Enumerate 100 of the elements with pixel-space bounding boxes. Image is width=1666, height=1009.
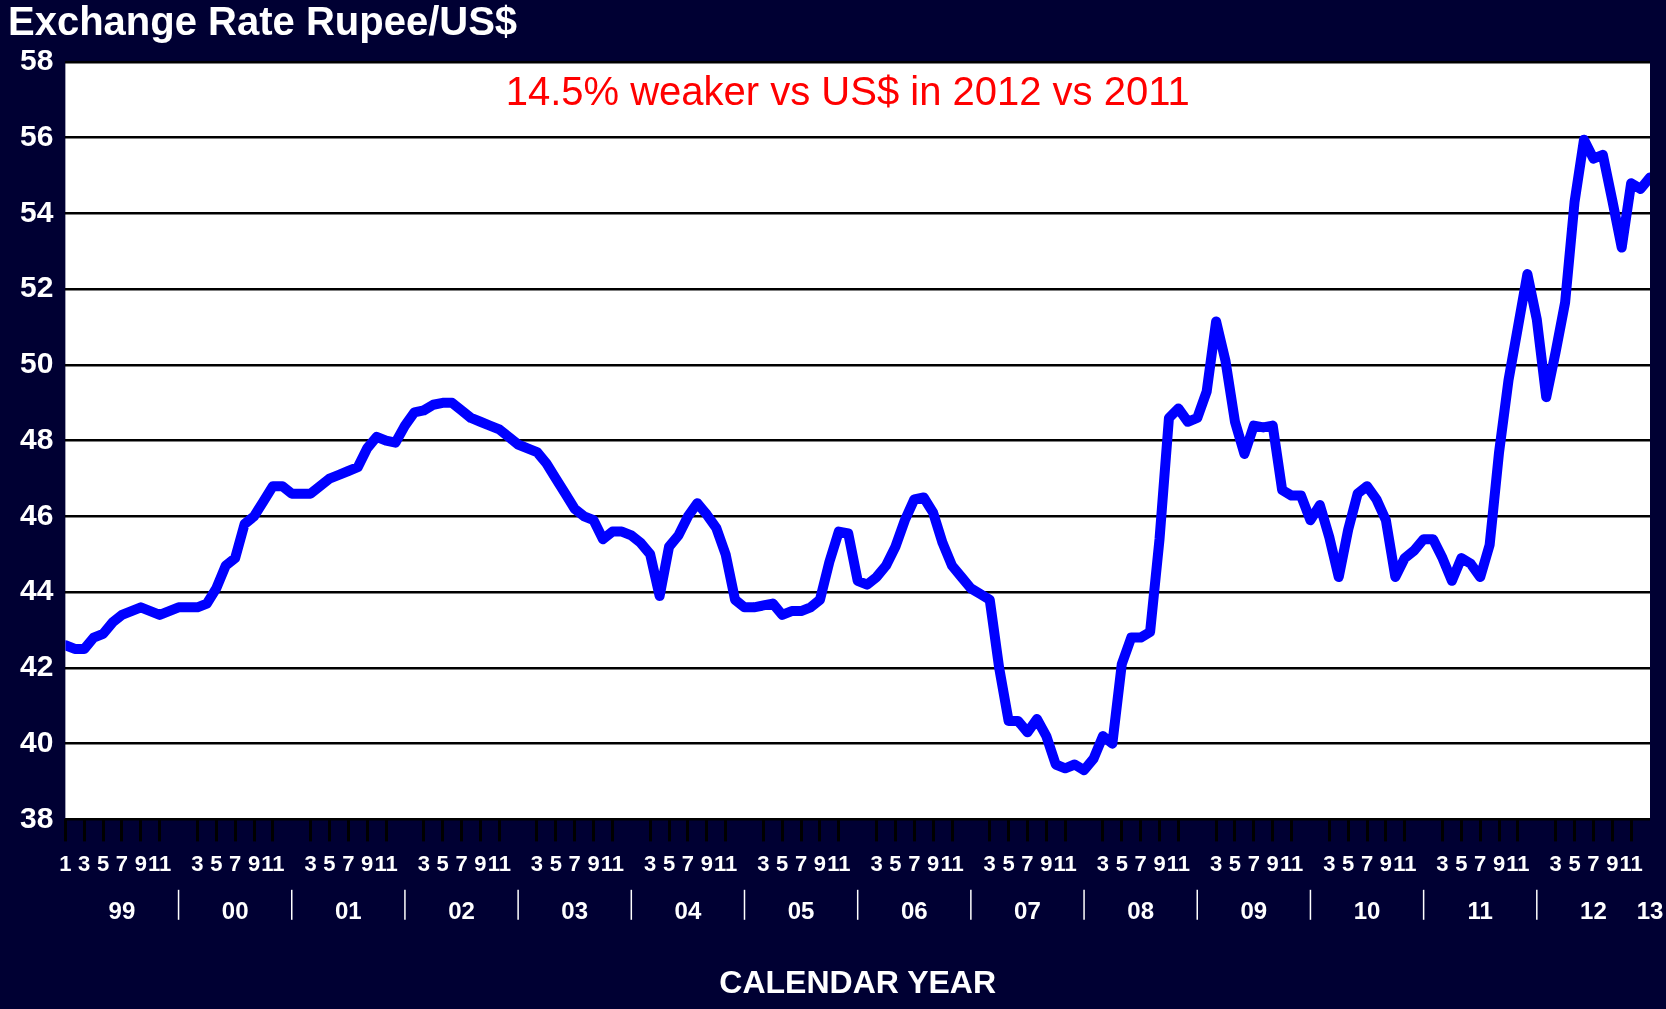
x-tick-label: 11 [374, 850, 398, 876]
annotation: 14.5% weaker vs US$ in 2012 vs 2011 [505, 69, 1190, 114]
x-tick-label: 11 [940, 850, 964, 876]
x-tick-label: 9 [1492, 850, 1506, 876]
x-tick-label: 7 [908, 850, 921, 876]
x-tick-label: 9 [1153, 850, 1166, 876]
x-tick-label: 3 [983, 850, 996, 876]
x-tick-label: 7 [342, 850, 355, 876]
x2-tick-label: 04 [674, 896, 702, 924]
x-tick-label: 11 [1279, 850, 1304, 876]
x-tick-label: 11 [827, 850, 851, 876]
x-tick-label: 11 [261, 850, 285, 876]
x2-tick-label: 12 [1580, 896, 1607, 924]
x-tick-label: 5 [1342, 850, 1355, 876]
x-tick-label: 7 [1247, 850, 1260, 876]
x-tick-label: 7 [1474, 850, 1487, 876]
x-tick-label: 3 [78, 850, 91, 876]
y-tick-label: 46 [19, 497, 54, 531]
x-tick-label: 5 [1228, 850, 1242, 876]
y-tick-label: 52 [19, 270, 54, 304]
x-tick-label: 9 [134, 850, 147, 876]
x-tick-label: 7 [794, 850, 808, 876]
x-tick-label: 11 [714, 850, 738, 876]
x-tick-label: 5 [889, 850, 902, 876]
x-tick-label: 9 [1379, 850, 1393, 876]
x-tick-label: 3 [1323, 850, 1336, 876]
x-tick-label: 7 [1134, 850, 1147, 876]
x-tick-label: 5 [323, 850, 336, 876]
x-tick-label: 7 [568, 850, 581, 876]
x-tick-label: 3 [644, 850, 657, 876]
x-tick-label: 11 [148, 850, 172, 876]
x2-tick-label: 01 [334, 896, 362, 924]
y-tick-label: 38 [19, 800, 54, 834]
x-tick-label: 7 [229, 850, 242, 876]
x-tick-label: 11 [600, 850, 625, 876]
y-tick-label: 40 [19, 724, 54, 758]
x-tick-label: 5 [96, 850, 110, 876]
x-tick-label: 5 [662, 850, 676, 876]
x2-tick-label: 13 [1636, 896, 1664, 924]
x-tick-label: 1 [59, 850, 72, 876]
x-tick-label: 5 [1568, 850, 1581, 876]
x-tick-label: 5 [776, 850, 789, 876]
x-tick-label: 9 [1266, 850, 1279, 876]
y-tick-label: 54 [19, 194, 54, 228]
x-tick-label: 9 [1606, 850, 1619, 876]
x-tick-label: 5 [549, 850, 562, 876]
x-tick-label: 9 [1040, 850, 1053, 876]
x2-tick-label: 08 [1127, 896, 1155, 924]
x-tick-label: 5 [210, 850, 223, 876]
x-tick-label: 3 [304, 850, 317, 876]
y-tick-label: 48 [19, 421, 54, 455]
x-tick-label: 9 [474, 850, 487, 876]
x-tick-label: 11 [1619, 850, 1643, 876]
y-tick-label: 42 [19, 649, 54, 683]
x-tick-label: 7 [1021, 850, 1034, 876]
x-tick-label: 9 [700, 850, 713, 876]
x2-tick-label: 09 [1240, 896, 1268, 924]
x-tick-label: 3 [417, 850, 430, 876]
y-tick-label: 44 [19, 573, 54, 607]
x-tick-label: 3 [1436, 850, 1449, 876]
x-tick-label: 9 [927, 850, 940, 876]
x-tick-label: 9 [247, 850, 261, 876]
x-tick-label: 11 [1053, 850, 1077, 876]
x2-tick-label: 11 [1467, 896, 1493, 924]
x-tick-label: 11 [1166, 850, 1191, 876]
y-tick-label: 56 [19, 119, 54, 153]
x2-tick-label: 06 [900, 896, 928, 924]
x-tick-label: 7 [1360, 850, 1374, 876]
x-tick-label: 5 [436, 850, 449, 876]
x-axis-title: CALENDAR YEAR [719, 963, 997, 1000]
x-tick-label: 3 [1096, 850, 1110, 876]
x-tick-label: 11 [1506, 850, 1530, 876]
x-tick-label: 7 [115, 850, 129, 876]
x-tick-label: 3 [1549, 850, 1562, 876]
x-tick-label: 7 [1587, 850, 1600, 876]
x2-tick-label: 05 [787, 896, 815, 924]
x-tick-label: 3 [530, 850, 544, 876]
x-tick-label: 11 [487, 850, 511, 876]
x2-tick-label: 00 [221, 896, 249, 924]
x-tick-label: 11 [1393, 850, 1417, 876]
x-tick-label: 9 [587, 850, 600, 876]
y-tick-label: 50 [19, 346, 54, 380]
x2-tick-label: 07 [1014, 896, 1041, 924]
x-tick-label: 3 [191, 850, 204, 876]
x2-tick-label: 03 [561, 896, 589, 924]
x-tick-label: 3 [757, 850, 770, 876]
chart-title: Exchange Rate Rupee/US$ [8, 0, 518, 44]
x-tick-label: 7 [455, 850, 468, 876]
x-tick-label: 3 [870, 850, 883, 876]
x2-tick-label: 99 [108, 896, 136, 924]
x-tick-label: 7 [681, 850, 695, 876]
x-tick-label: 9 [361, 850, 374, 876]
x2-tick-label: 02 [448, 896, 475, 924]
x2-tick-label: 10 [1353, 896, 1381, 924]
x-tick-label: 3 [1209, 850, 1223, 876]
x-tick-label: 5 [1115, 850, 1128, 876]
x-tick-label: 9 [813, 850, 827, 876]
x-tick-label: 5 [1002, 850, 1015, 876]
x-tick-label: 5 [1455, 850, 1468, 876]
y-tick-label: 58 [19, 43, 54, 77]
